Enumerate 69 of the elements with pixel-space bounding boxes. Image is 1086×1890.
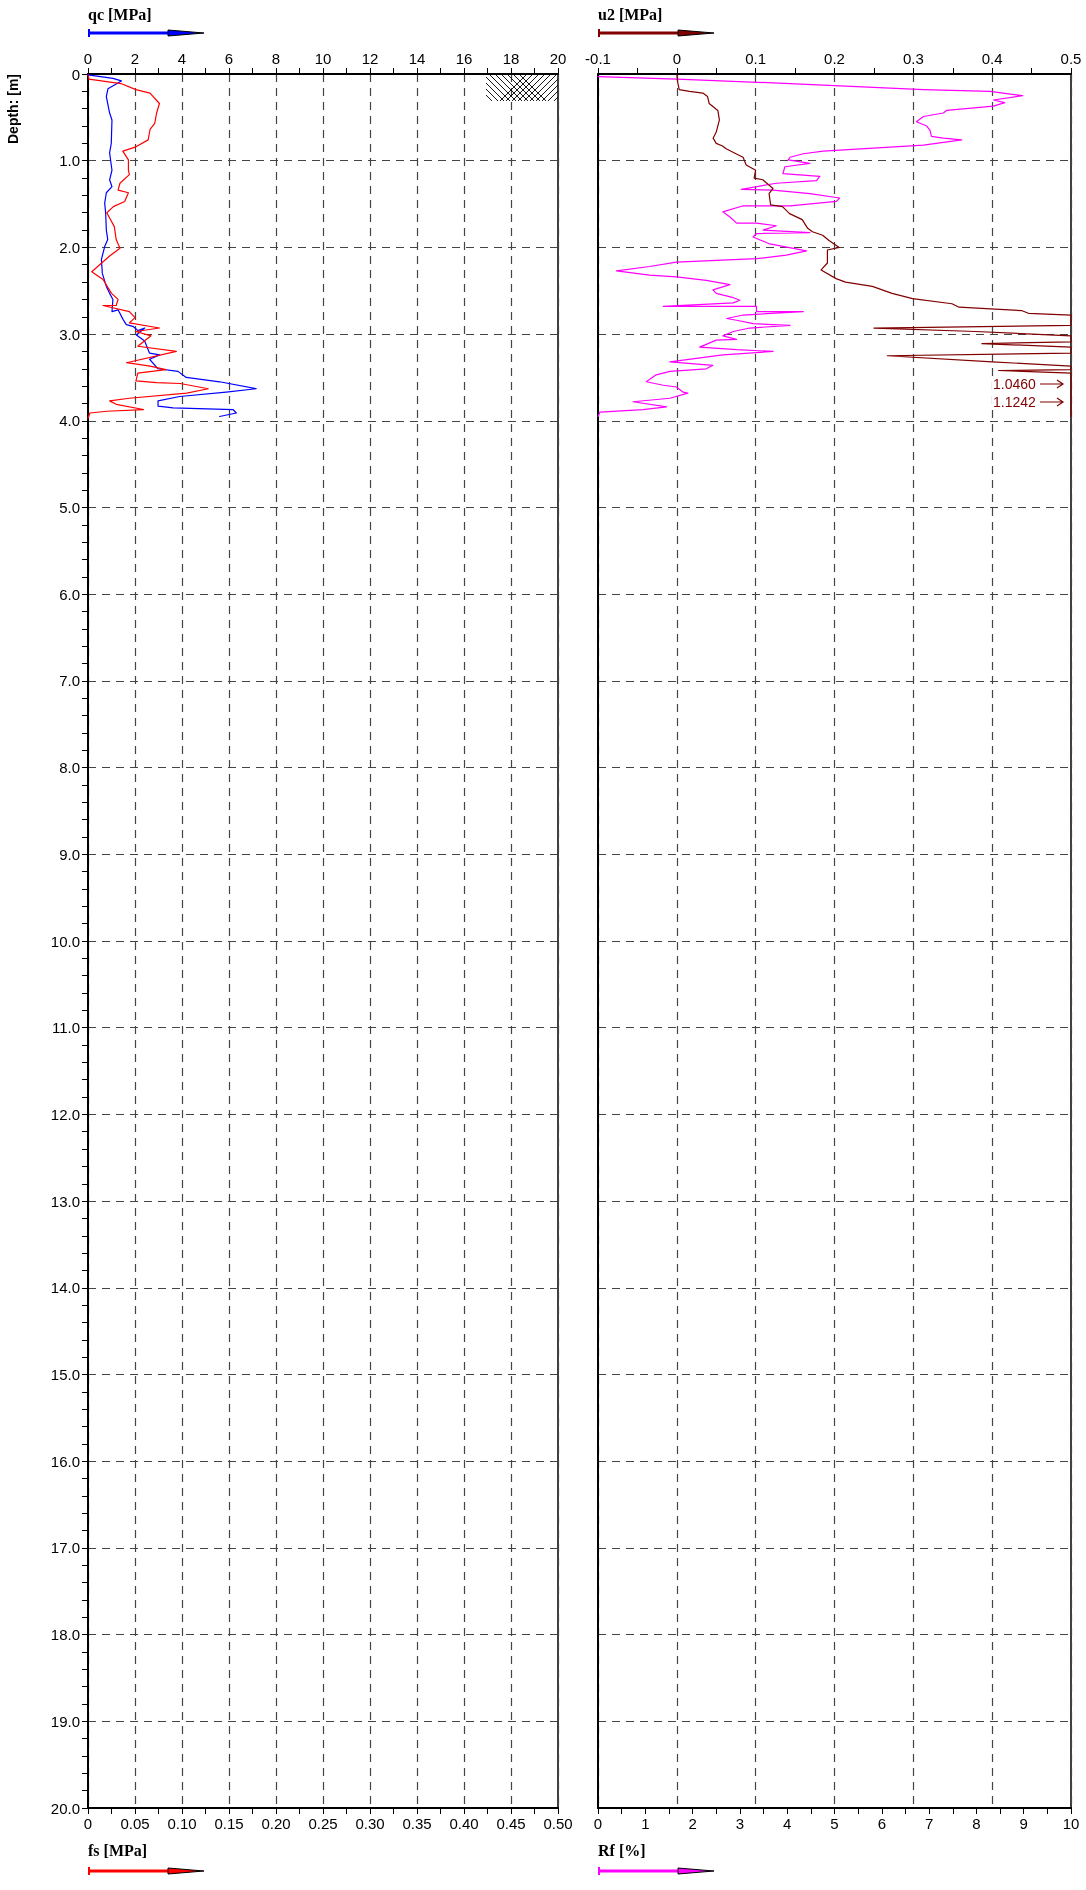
x-tick-label: 10: [1062, 1815, 1080, 1832]
x2-tick-label: 0.1: [745, 50, 767, 67]
x2-tick-label: 0.5: [1060, 50, 1082, 67]
x2-tick-label: 20: [549, 50, 567, 67]
x2-tick-label: -0.1: [585, 50, 611, 67]
y-tick-label: 8.0: [59, 759, 80, 777]
x-tick-label: 0.40: [449, 1815, 479, 1832]
x-tick-label: 9: [1019, 1815, 1028, 1832]
x2-axis-title: u2 [MPa]: [598, 6, 663, 24]
x-tick-label: 3: [735, 1815, 745, 1832]
y-tick-label: 15.0: [50, 1366, 80, 1383]
x-tick-label: 0.25: [308, 1815, 338, 1832]
x2-tick-label: 12: [361, 50, 379, 67]
y-tick-label: 9.0: [59, 845, 80, 863]
x2-tick-label: 0.4: [981, 50, 1003, 67]
x2-tick-label: 16: [455, 50, 473, 67]
y-axis-title: Depth: [m]: [4, 74, 22, 144]
x-tick-label: 0.50: [543, 1815, 573, 1832]
x-tick-label: 0: [593, 1815, 603, 1832]
y-tick-label: 18.0: [50, 1626, 80, 1644]
y-tick-label: 16.0: [50, 1452, 80, 1470]
y-tick-label: 7.0: [59, 672, 80, 690]
y-tick-label: 2.0: [59, 238, 80, 256]
y-tick-label: 20.0: [50, 1799, 80, 1817]
x-axis-title: Rf [%]: [598, 1842, 646, 1860]
line-series: [87, 74, 209, 419]
x-tick-label: 7: [924, 1815, 934, 1832]
y-tick-label: 3.0: [59, 325, 80, 343]
y-tick-label: 11.0: [51, 1019, 80, 1037]
y-tick-label: 17.0: [50, 1539, 80, 1557]
x-tick-label: 1: [641, 1815, 650, 1832]
y-tick-label: 4.0: [59, 412, 80, 430]
x-tick-label: 0.20: [261, 1815, 291, 1832]
y-tick-label: 5.0: [59, 499, 80, 516]
x-tick-label: 2: [688, 1815, 697, 1832]
y-tick-label: 14.0: [50, 1279, 80, 1297]
x2-tick-label: 14: [408, 50, 426, 67]
y-tick-label: 12.0: [50, 1105, 80, 1123]
x2-tick-label: 6: [224, 50, 234, 67]
x2-tick-label: 0: [83, 50, 93, 67]
x-tick-label: 5: [830, 1815, 839, 1832]
annotation: 1.1242: [992, 394, 1037, 411]
y-tick-label: 19.0: [50, 1712, 80, 1730]
x-tick-label: 0.05: [120, 1815, 150, 1832]
x2-tick-label: 0: [672, 50, 682, 67]
x-axis-title: fs [MPa]: [88, 1842, 148, 1860]
x2-tick-label: 10: [314, 50, 332, 67]
x-tick-label: 6: [877, 1815, 886, 1832]
x-tick-label: 0.45: [496, 1815, 526, 1832]
x-tick-label: 0.15: [214, 1815, 244, 1832]
y-tick-label: 0: [71, 65, 80, 83]
y-tick-label: 1.0: [59, 152, 80, 170]
x-tick-label: 0.10: [167, 1815, 197, 1832]
x2-tick-label: 18: [502, 50, 520, 67]
x-tick-label: 4: [783, 1815, 792, 1832]
x-tick-label: 0.35: [402, 1815, 432, 1832]
x2-axis-title: qc [MPa]: [88, 6, 152, 24]
x2-tick-label: 0.2: [824, 50, 845, 67]
x2-tick-label: 8: [271, 50, 281, 67]
x2-tick-label: 2: [130, 50, 140, 67]
x2-tick-label: 4: [177, 50, 187, 67]
y-tick-label: 6.0: [59, 585, 80, 603]
x-tick-label: 8: [972, 1815, 981, 1832]
y-tick-label: 10.0: [50, 932, 80, 950]
y-tick-label: 13.0: [50, 1192, 80, 1210]
annotation: 1.0460: [992, 376, 1037, 393]
x-tick-label: 0: [83, 1815, 93, 1832]
x2-tick-label: 0.3: [902, 50, 924, 67]
x-tick-label: 0.30: [355, 1815, 385, 1832]
